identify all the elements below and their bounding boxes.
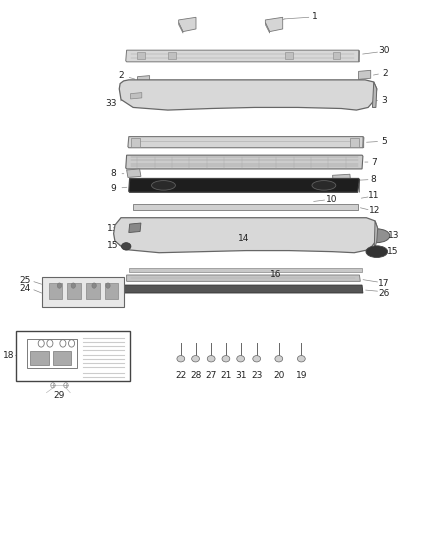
Text: 11: 11 bbox=[368, 191, 379, 200]
Ellipse shape bbox=[177, 356, 185, 362]
Polygon shape bbox=[372, 82, 377, 108]
Ellipse shape bbox=[297, 356, 305, 362]
Text: 26: 26 bbox=[378, 288, 389, 297]
Ellipse shape bbox=[275, 356, 283, 362]
Polygon shape bbox=[179, 22, 183, 33]
Polygon shape bbox=[131, 93, 142, 99]
Text: 2: 2 bbox=[118, 71, 124, 80]
Polygon shape bbox=[129, 223, 141, 232]
Text: 14: 14 bbox=[238, 235, 249, 244]
Circle shape bbox=[92, 283, 96, 288]
Bar bbox=[53, 351, 71, 365]
Polygon shape bbox=[359, 70, 371, 79]
Polygon shape bbox=[113, 217, 378, 253]
Ellipse shape bbox=[237, 356, 244, 362]
Polygon shape bbox=[363, 136, 364, 148]
Polygon shape bbox=[119, 80, 377, 110]
Text: 3: 3 bbox=[381, 95, 387, 104]
Text: 16: 16 bbox=[270, 270, 282, 279]
Text: 28: 28 bbox=[190, 370, 201, 379]
Polygon shape bbox=[133, 204, 358, 210]
Text: 21: 21 bbox=[220, 370, 232, 379]
Ellipse shape bbox=[192, 356, 199, 362]
Polygon shape bbox=[359, 180, 360, 192]
Bar bbox=[131, 138, 141, 147]
Bar bbox=[30, 351, 49, 365]
Polygon shape bbox=[374, 221, 378, 251]
Polygon shape bbox=[265, 17, 283, 31]
Bar bbox=[105, 284, 118, 300]
Ellipse shape bbox=[207, 356, 215, 362]
Text: 20: 20 bbox=[273, 370, 285, 379]
Polygon shape bbox=[127, 275, 360, 281]
Text: 22: 22 bbox=[175, 370, 187, 379]
Ellipse shape bbox=[366, 246, 388, 257]
Text: 13: 13 bbox=[388, 231, 399, 240]
Polygon shape bbox=[127, 169, 141, 177]
Text: 10: 10 bbox=[326, 195, 337, 204]
Text: 15: 15 bbox=[106, 241, 118, 250]
Text: 7: 7 bbox=[371, 158, 377, 166]
Ellipse shape bbox=[121, 243, 131, 250]
Text: 13: 13 bbox=[106, 224, 118, 233]
Text: 27: 27 bbox=[205, 370, 217, 379]
Circle shape bbox=[57, 283, 62, 288]
Polygon shape bbox=[128, 136, 364, 148]
Text: 33: 33 bbox=[105, 99, 117, 108]
Text: 24: 24 bbox=[19, 284, 30, 293]
Ellipse shape bbox=[312, 181, 336, 190]
Ellipse shape bbox=[253, 356, 261, 362]
Ellipse shape bbox=[222, 356, 230, 362]
Polygon shape bbox=[126, 155, 363, 169]
Circle shape bbox=[71, 283, 75, 288]
Bar bbox=[27, 338, 77, 368]
Text: 25: 25 bbox=[19, 276, 30, 285]
Ellipse shape bbox=[364, 229, 390, 243]
Bar bbox=[332, 52, 340, 59]
Text: 8: 8 bbox=[371, 175, 377, 184]
Polygon shape bbox=[129, 268, 362, 272]
Text: 8: 8 bbox=[111, 168, 117, 177]
Text: 30: 30 bbox=[378, 46, 389, 55]
Text: 5: 5 bbox=[381, 137, 387, 146]
Text: 12: 12 bbox=[368, 206, 380, 215]
Text: 9: 9 bbox=[111, 183, 117, 192]
Text: 1: 1 bbox=[311, 12, 317, 21]
Polygon shape bbox=[126, 50, 360, 62]
Bar bbox=[42, 277, 124, 308]
Polygon shape bbox=[179, 17, 196, 31]
Polygon shape bbox=[359, 50, 360, 62]
Ellipse shape bbox=[152, 181, 175, 190]
Text: 18: 18 bbox=[3, 351, 14, 360]
Polygon shape bbox=[332, 174, 351, 185]
Bar bbox=[86, 284, 100, 300]
Text: 17: 17 bbox=[378, 279, 389, 288]
Text: 15: 15 bbox=[387, 247, 398, 256]
Bar bbox=[350, 138, 360, 147]
Bar bbox=[285, 52, 293, 59]
Bar bbox=[138, 52, 145, 59]
Bar bbox=[67, 284, 81, 300]
Polygon shape bbox=[129, 179, 360, 192]
Text: 2: 2 bbox=[383, 69, 388, 78]
Text: 19: 19 bbox=[296, 370, 307, 379]
Bar bbox=[49, 284, 63, 300]
Polygon shape bbox=[138, 76, 150, 85]
Bar bbox=[168, 52, 176, 59]
Bar bbox=[16, 330, 130, 381]
Text: 23: 23 bbox=[251, 370, 262, 379]
Circle shape bbox=[106, 283, 110, 288]
Polygon shape bbox=[265, 22, 270, 33]
Polygon shape bbox=[124, 285, 363, 293]
Text: 31: 31 bbox=[235, 370, 247, 379]
Text: 29: 29 bbox=[54, 391, 65, 400]
